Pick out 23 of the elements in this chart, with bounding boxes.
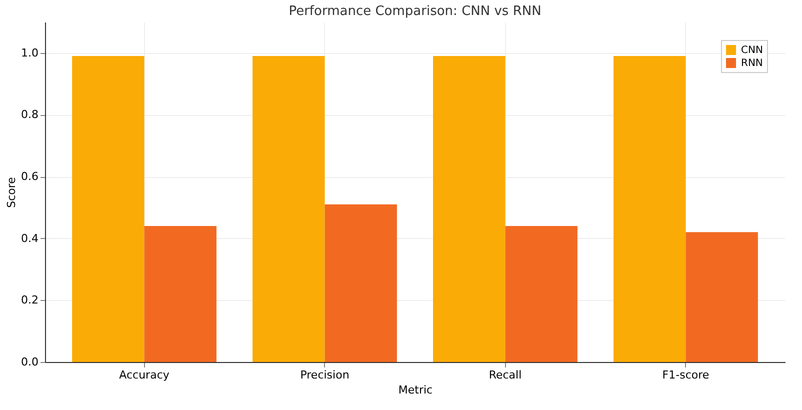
y-tick-label: 0.4 — [21, 232, 38, 245]
bar — [72, 56, 144, 362]
bar — [433, 56, 506, 362]
y-tick-label: 0.0 — [21, 356, 38, 368]
bar — [686, 232, 758, 362]
y-tick-label: 1.0 — [21, 46, 38, 60]
bar — [614, 56, 686, 362]
bar — [144, 226, 216, 362]
x-tick-label: Accuracy — [119, 368, 170, 382]
bar — [505, 226, 578, 362]
x-tick-label: Recall — [488, 368, 522, 382]
legend-label: RNN — [741, 58, 763, 69]
x-tick-label: F1-score — [662, 368, 710, 382]
y-axis-title: Score — [5, 176, 18, 208]
x-tick-label: Precision — [300, 368, 350, 382]
legend-label: CNN — [741, 45, 763, 56]
bar — [252, 56, 325, 362]
y-tick-label: 0.8 — [21, 108, 38, 122]
bar — [324, 204, 397, 362]
y-tick-label: 0.2 — [21, 294, 38, 307]
chart-title: Performance Comparison: CNN vs RNN — [288, 4, 542, 19]
y-tick-label: 0.6 — [21, 170, 38, 184]
x-axis-title: Metric — [398, 384, 433, 396]
